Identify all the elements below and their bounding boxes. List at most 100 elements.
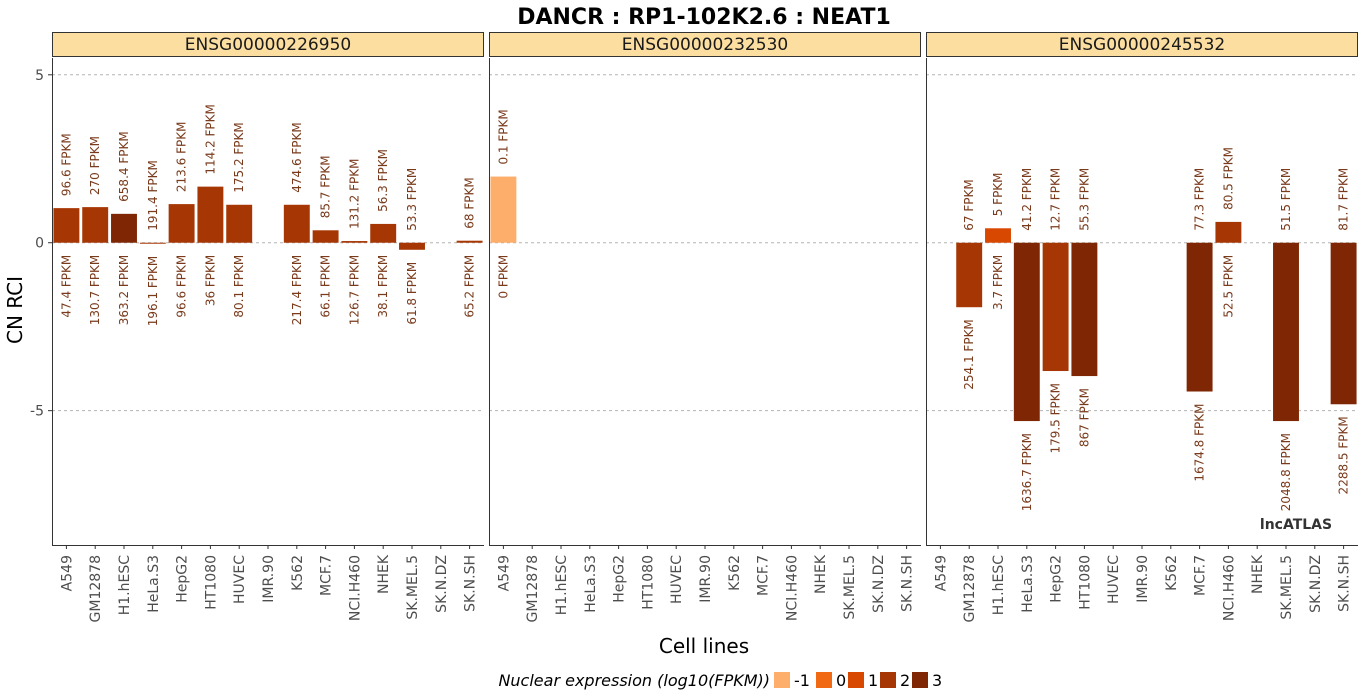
- x-tick-label: K562: [290, 555, 306, 591]
- x-tick-label: HUVEC: [669, 555, 685, 604]
- fpkm-label-cytoplasm: 41.2 FPKM: [1020, 168, 1034, 231]
- fpkm-label-nuclear: 0 FPKM: [496, 255, 510, 299]
- legend-swatch: [816, 672, 832, 688]
- legend-swatch: [912, 672, 928, 688]
- fpkm-label-cytoplasm: 5 FPKM: [991, 172, 1005, 216]
- bar: [1186, 242, 1213, 392]
- fpkm-label-nuclear: 47.4 FPKM: [59, 255, 73, 318]
- x-tick-label: IMR.90: [1135, 555, 1151, 603]
- x-tick-label: HeLa.S3: [583, 555, 599, 613]
- fpkm-label-nuclear: 179.5 FPKM: [1049, 383, 1063, 454]
- bar: [456, 240, 483, 243]
- bar: [1013, 242, 1040, 422]
- x-tick-label: HT1080: [640, 555, 656, 610]
- x-tick-label: IMR.90: [261, 555, 277, 603]
- fpkm-label-nuclear: 52.5 FPKM: [1221, 255, 1235, 318]
- x-tick-label: GM12878: [88, 555, 104, 622]
- bar: [226, 204, 253, 243]
- x-tick-label: MCF.7: [756, 555, 772, 596]
- bar: [490, 176, 517, 243]
- x-tick-label: HepG2: [612, 555, 628, 603]
- fpkm-label-cytoplasm: 67 FPKM: [962, 179, 976, 230]
- fpkm-label-cytoplasm: 77.3 FPKM: [1193, 168, 1207, 231]
- facet-panel-1: ENSG00000226950 A549 96.6 FPKM 47.4 FPKM GM1…: [52, 32, 484, 622]
- fpkm-label-nuclear: 3.7 FPKM: [991, 255, 1005, 310]
- x-tick-label: SK.MEL.5: [842, 555, 858, 620]
- fpkm-label-nuclear: 217.4 FPKM: [290, 255, 304, 326]
- facet-strip-label: ENSG00000226950: [185, 35, 351, 55]
- facet-strip: [926, 32, 1358, 57]
- x-tick-label: K562: [727, 555, 743, 591]
- bar: [139, 242, 166, 244]
- y-axis-title: CN RCI: [3, 276, 27, 344]
- facet-panel-2: ENSG00000232530 A549 0.1 FPKM 0 FPKM GM12878…: [489, 32, 921, 622]
- x-tick-label: MCF.7: [1193, 555, 1209, 596]
- legend-label: 0: [836, 671, 846, 690]
- x-tick-label: NCI.H460: [347, 555, 363, 621]
- facet-strip-label: ENSG00000245532: [1059, 35, 1225, 55]
- x-tick-label: K562: [1164, 555, 1180, 591]
- x-tick-label: A549: [496, 555, 512, 591]
- fpkm-label-nuclear: 2288.5 FPKM: [1337, 416, 1351, 494]
- fpkm-label-cytoplasm: 12.7 FPKM: [1049, 168, 1063, 231]
- fpkm-label-nuclear: 2048.8 FPKM: [1279, 433, 1293, 511]
- x-axis-title: Cell lines: [659, 634, 749, 658]
- bar: [341, 241, 368, 243]
- x-tick-label: HepG2: [1049, 555, 1065, 603]
- fpkm-label-cytoplasm: 131.2 FPKM: [347, 159, 361, 230]
- x-tick-label: H1.hESC: [554, 555, 570, 615]
- legend-swatch: [774, 672, 790, 688]
- legend-label: -1: [794, 671, 810, 690]
- x-tick-label: HUVEC: [232, 555, 248, 604]
- x-tick-label: MCF.7: [319, 555, 335, 596]
- bar: [399, 242, 425, 250]
- facet-strip-label: ENSG00000232530: [622, 35, 788, 55]
- bar: [1215, 221, 1242, 243]
- x-tick-label: A549: [933, 555, 949, 591]
- legend-label: 3: [932, 671, 942, 690]
- x-tick-label: HeLa.S3: [1020, 555, 1036, 613]
- fpkm-label-cytoplasm: 55.3 FPKM: [1077, 168, 1091, 231]
- bar: [111, 213, 137, 243]
- bar: [82, 207, 109, 243]
- fpkm-label-nuclear: 867 FPKM: [1077, 388, 1091, 447]
- fpkm-label-cytoplasm: 80.5 FPKM: [1221, 147, 1235, 210]
- x-tick-label: H1.hESC: [991, 555, 1007, 615]
- x-tick-label: H1.hESC: [117, 555, 133, 615]
- fpkm-label-cytoplasm: 96.6 FPKM: [59, 133, 73, 196]
- x-tick-label: GM12878: [525, 555, 541, 622]
- fpkm-label-cytoplasm: 213.6 FPKM: [175, 122, 189, 193]
- y-tick-label: -5: [30, 404, 44, 420]
- fpkm-label-cytoplasm: 191.4 FPKM: [146, 160, 160, 231]
- legend-title: Nuclear expression (log10(FPKM)): [498, 671, 770, 690]
- facet-panel-3: ENSG00000245532 A549 GM12878 67 FPKM 254.1 F…: [926, 32, 1358, 622]
- bar: [197, 186, 224, 243]
- legend-swatch: [880, 672, 896, 688]
- fpkm-label-cytoplasm: 175.2 FPKM: [232, 122, 246, 193]
- facet-strip: [489, 32, 921, 57]
- facet-panels: ENSG00000226950 A549 96.6 FPKM 47.4 FPKM GM1…: [52, 32, 1358, 622]
- fpkm-label-nuclear: 254.1 FPKM: [962, 319, 976, 390]
- x-tick-label: SK.N.SH: [900, 555, 916, 612]
- fpkm-label-nuclear: 1636.7 FPKM: [1020, 433, 1034, 511]
- x-tick-label: SK.MEL.5: [1279, 555, 1295, 620]
- bar: [985, 228, 1011, 243]
- bar: [1330, 242, 1357, 405]
- x-tick-label: NCI.H460: [784, 555, 800, 621]
- fpkm-label-nuclear: 65.2 FPKM: [463, 255, 477, 318]
- fpkm-label-nuclear: 96.6 FPKM: [175, 255, 189, 318]
- x-tick-label: SK.N.SH: [463, 555, 479, 612]
- bar: [1273, 242, 1299, 422]
- fpkm-label-nuclear: 130.7 FPKM: [88, 255, 102, 326]
- x-tick-label: NHEK: [376, 554, 392, 594]
- bar: [956, 242, 983, 308]
- fpkm-label-cytoplasm: 474.6 FPKM: [290, 122, 304, 193]
- legend-label: 2: [900, 671, 910, 690]
- bar: [1042, 242, 1069, 372]
- x-tick-label: SK.N.SH: [1337, 555, 1353, 612]
- fpkm-label-cytoplasm: 85.7 FPKM: [319, 155, 333, 218]
- fpkm-label-cytoplasm: 56.3 FPKM: [376, 149, 390, 212]
- bar: [312, 230, 339, 243]
- fpkm-label-cytoplasm: 270 FPKM: [88, 136, 102, 195]
- fpkm-label-nuclear: 1674.8 FPKM: [1193, 404, 1207, 482]
